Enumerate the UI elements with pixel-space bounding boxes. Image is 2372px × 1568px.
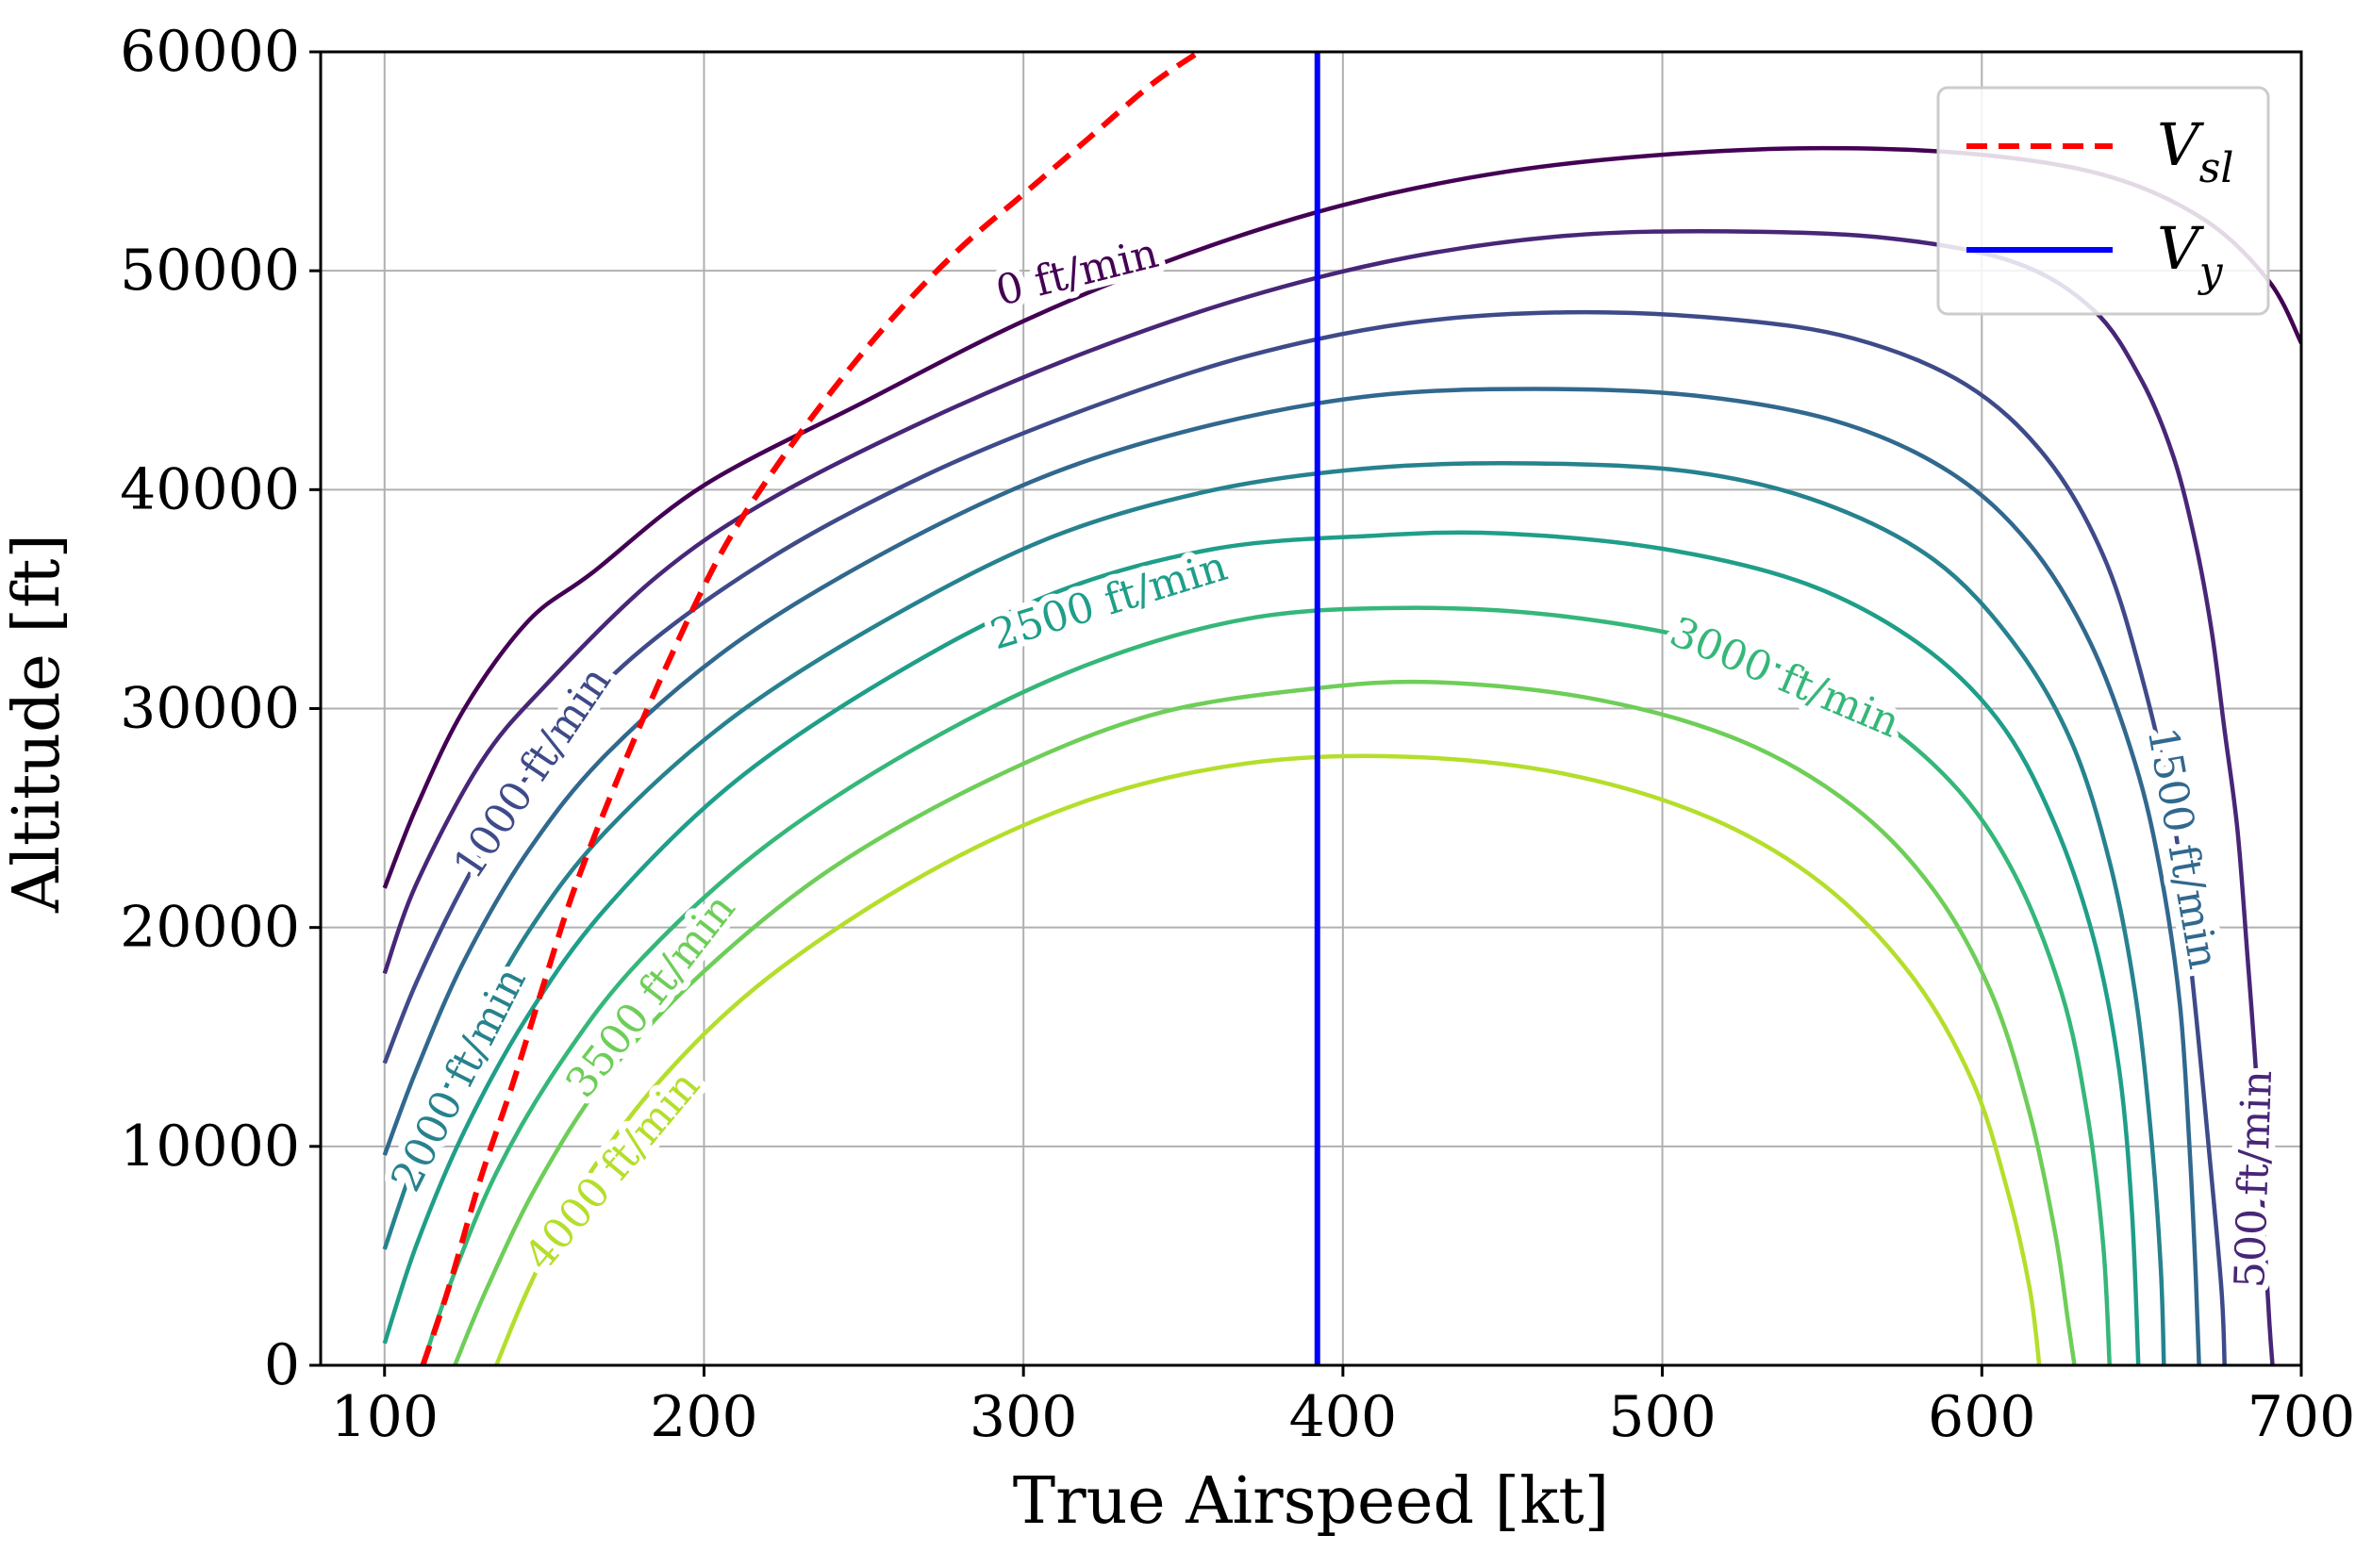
contour-line: [382, 530, 2141, 1365]
contour-line: [382, 309, 2227, 1365]
contour-line: [453, 679, 2077, 1365]
x-tick-label: 100: [330, 1384, 439, 1450]
legend-label: Vy: [2157, 214, 2224, 296]
contour-line: [421, 605, 2113, 1365]
legend: Vsl Vy: [1936, 86, 2270, 316]
series-line-v-sl: [420, 52, 1202, 1365]
contour-label: 500 ft/min: [2226, 1069, 2281, 1289]
y-tick-label: 0: [264, 1332, 300, 1398]
y-axis-label: Altitude [ft]: [0, 534, 75, 914]
y-tick-label: 10000: [120, 1114, 300, 1180]
contour-line: [382, 229, 2275, 1365]
contour-label: 1500 ft/min: [2138, 724, 2228, 973]
x-tick-label: 300: [970, 1384, 1078, 1450]
contour-line: [382, 460, 2166, 1365]
x-tick-label: 500: [1608, 1384, 1717, 1450]
contour-label: 2500 ft/min: [985, 542, 1232, 659]
y-tick-label: 30000: [120, 676, 300, 742]
x-axis-label: True Airspeed [kt]: [1013, 1464, 1610, 1539]
contour-label: 3500 ft/min: [556, 884, 745, 1106]
x-tick-label: 600: [1928, 1384, 2036, 1450]
x-tick-label: 400: [1289, 1384, 1398, 1450]
contour-label: 0 ft/min: [991, 229, 1163, 316]
contour-line: [494, 753, 2042, 1365]
y-tick-label: 50000: [120, 238, 300, 304]
y-tick-label: 60000: [120, 19, 300, 85]
y-tick-label: 40000: [120, 456, 300, 522]
legend-label: Vsl: [2157, 110, 2233, 192]
contour-line: [382, 387, 2201, 1365]
x-tick-label: 200: [650, 1384, 758, 1450]
tick-layer: 100 200 300 400 500 600 700 0 10000 20000 30000 400…: [120, 19, 2355, 1450]
contour-label: 1000 ft/min: [444, 658, 621, 887]
y-tick-label: 20000: [120, 895, 300, 961]
label-layer: 0 ft/min 500 ft/min 1000 ft/min 1500 ft/min…: [375, 223, 2288, 1296]
x-tick-label: 700: [2248, 1384, 2356, 1450]
series-layer: [420, 52, 1320, 1365]
legend-box: [1936, 86, 2270, 316]
